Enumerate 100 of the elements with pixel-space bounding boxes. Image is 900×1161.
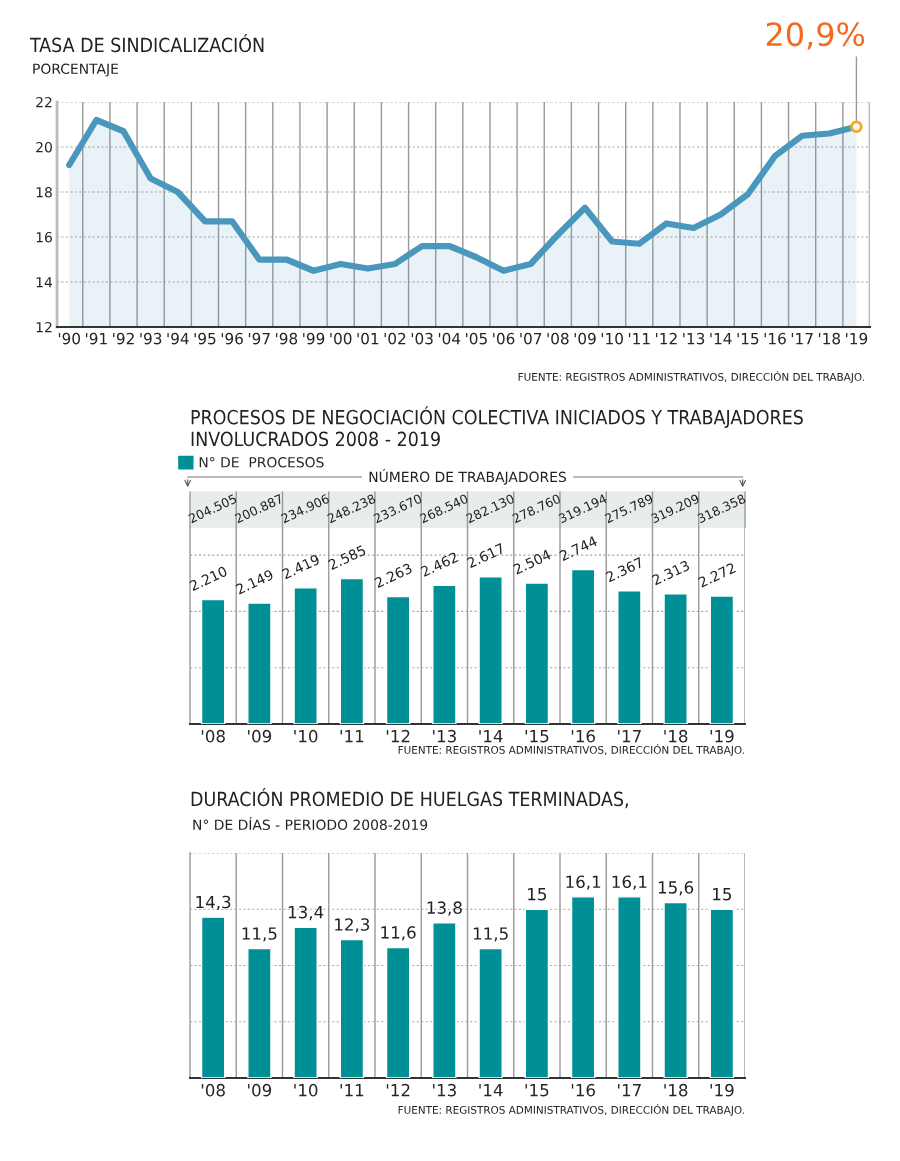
bar <box>524 582 550 724</box>
bar <box>200 916 226 1078</box>
x-tick-label: '10 <box>294 729 318 743</box>
bar <box>617 590 642 724</box>
data-label: 16,1 <box>566 875 601 890</box>
x-tick-label: '98 <box>276 332 298 345</box>
x-tick-label: '90 <box>58 332 81 345</box>
x-tick-label: '18 <box>818 332 841 345</box>
x-tick-label: '08 <box>201 1083 225 1097</box>
x-tick-label: '12 <box>386 1083 410 1097</box>
x-tick-label: '11 <box>340 730 364 743</box>
x-tick-label: '00 <box>330 332 352 345</box>
x-tick-label: '94 <box>167 332 189 345</box>
data-label: 15 <box>713 888 732 901</box>
y-tick-label: 12 <box>36 321 52 333</box>
legend-label: N° DE PROCESOS <box>199 457 324 468</box>
x-tick-label: '09 <box>248 729 272 743</box>
x-tick-label: '12 <box>656 332 677 345</box>
bar <box>570 896 596 1078</box>
x-tick-label: '14 <box>479 1084 503 1097</box>
bar <box>709 908 735 1078</box>
x-tick-label: '06 <box>493 332 515 345</box>
source-note: FUENTE: REGISTROS ADMINISTRATIVOS, DIRECCIÓN DEL TRABAJO. <box>398 744 744 756</box>
x-tick-label: '97 <box>248 332 270 345</box>
y-tick-label: 18 <box>36 186 52 198</box>
x-tick-label: '09 <box>248 1083 272 1097</box>
x-tick-label: '11 <box>628 333 650 345</box>
bar <box>478 947 503 1078</box>
bar <box>432 584 457 724</box>
x-tick-label: '95 <box>194 332 216 345</box>
chart-title: PROCESOS DE NEGOCIACIÓN COLECTIVA INICIADOS Y TRABAJADORES INVOLUCRADOS 2008 - 2019 <box>191 406 803 447</box>
x-tick-label: '12 <box>386 729 410 743</box>
x-tick-label: '19 <box>710 1083 734 1097</box>
bar <box>339 577 365 724</box>
x-tick-label: '14 <box>479 730 503 743</box>
x-tick-label: '05 <box>466 332 487 345</box>
x-tick-label: '15 <box>525 1084 549 1097</box>
bar <box>200 598 226 724</box>
y-tick-label: 22 <box>36 96 52 108</box>
x-tick-label: '13 <box>433 1083 456 1097</box>
chart-subtitle: N° DE DÍAS - PERIODO 2008-2019 <box>193 816 428 831</box>
x-tick-label: '11 <box>340 1084 364 1097</box>
data-label: 11,5 <box>242 927 277 942</box>
x-tick-label: '03 <box>411 332 433 345</box>
text: NÚMERO DE TRABAJADORES <box>369 469 566 485</box>
x-tick-label: '16 <box>571 729 595 743</box>
data-label: 11,6 <box>381 926 416 941</box>
x-tick-label: '14 <box>710 333 732 345</box>
bar <box>663 901 688 1078</box>
bar <box>617 896 642 1078</box>
x-tick-label: '19 <box>710 729 734 743</box>
x-tick-label: '08 <box>201 729 225 743</box>
x-tick-label: '17 <box>618 730 641 743</box>
x-tick-label: '19 <box>846 332 868 345</box>
x-tick-label: '13 <box>433 729 456 743</box>
bar <box>709 595 735 724</box>
chart-title: DURACIÓN PROMEDIO DE HUELGAS TERMINADAS, <box>191 788 628 809</box>
data-label: 13,4 <box>288 905 324 921</box>
x-tick-label: '10 <box>294 1083 318 1097</box>
x-tick-label: '17 <box>791 333 813 345</box>
y-tick-label: 20 <box>36 141 52 153</box>
x-tick-label: '08 <box>547 332 569 345</box>
bar <box>385 595 411 724</box>
bar <box>524 908 550 1078</box>
bar <box>293 926 318 1078</box>
source-note: FUENTE: REGISTROS ADMINISTRATIVOS, DIRECCIÓN DEL TRABAJO. <box>518 371 864 383</box>
x-tick-label: '09 <box>574 332 596 345</box>
x-tick-label: '18 <box>664 729 688 743</box>
x-tick-label: '02 <box>384 332 406 345</box>
x-tick-label: '16 <box>764 332 786 345</box>
bar <box>247 602 272 724</box>
x-tick-label: '10 <box>601 332 623 345</box>
x-tick-label: '99 <box>303 332 325 345</box>
x-tick-label: '15 <box>525 730 549 743</box>
x-tick-label: '91 <box>86 332 107 345</box>
data-label: 14,3 <box>196 895 231 911</box>
x-tick-label: '01 <box>357 332 379 345</box>
data-label: 13,8 <box>427 901 462 916</box>
x-tick-label: '92 <box>113 332 134 345</box>
bar <box>663 593 688 724</box>
bar <box>293 587 318 724</box>
x-tick-label: '07 <box>520 332 542 345</box>
x-tick-label: '93 <box>140 332 162 345</box>
x-tick-label: '13 <box>683 332 705 345</box>
data-label: 12,3 <box>335 918 370 933</box>
x-tick-label: '15 <box>737 333 759 345</box>
data-label: 16,1 <box>612 875 647 890</box>
chart-subtitle: PORCENTAJE <box>33 63 119 77</box>
y-tick-label: 16 <box>36 231 52 243</box>
x-tick-label: '04 <box>438 332 461 345</box>
x-tick-label: '18 <box>664 1083 688 1097</box>
x-tick-label: '16 <box>571 1083 595 1097</box>
bar <box>432 922 457 1078</box>
data-label: 15 <box>528 888 547 901</box>
bar <box>339 938 365 1078</box>
chart-title: TASA DE SINDICALIZACIÓN <box>29 34 264 53</box>
bar <box>385 946 411 1078</box>
annotation: 20,9% <box>766 22 865 50</box>
bar <box>478 576 503 724</box>
x-tick-label: '17 <box>618 1084 641 1097</box>
